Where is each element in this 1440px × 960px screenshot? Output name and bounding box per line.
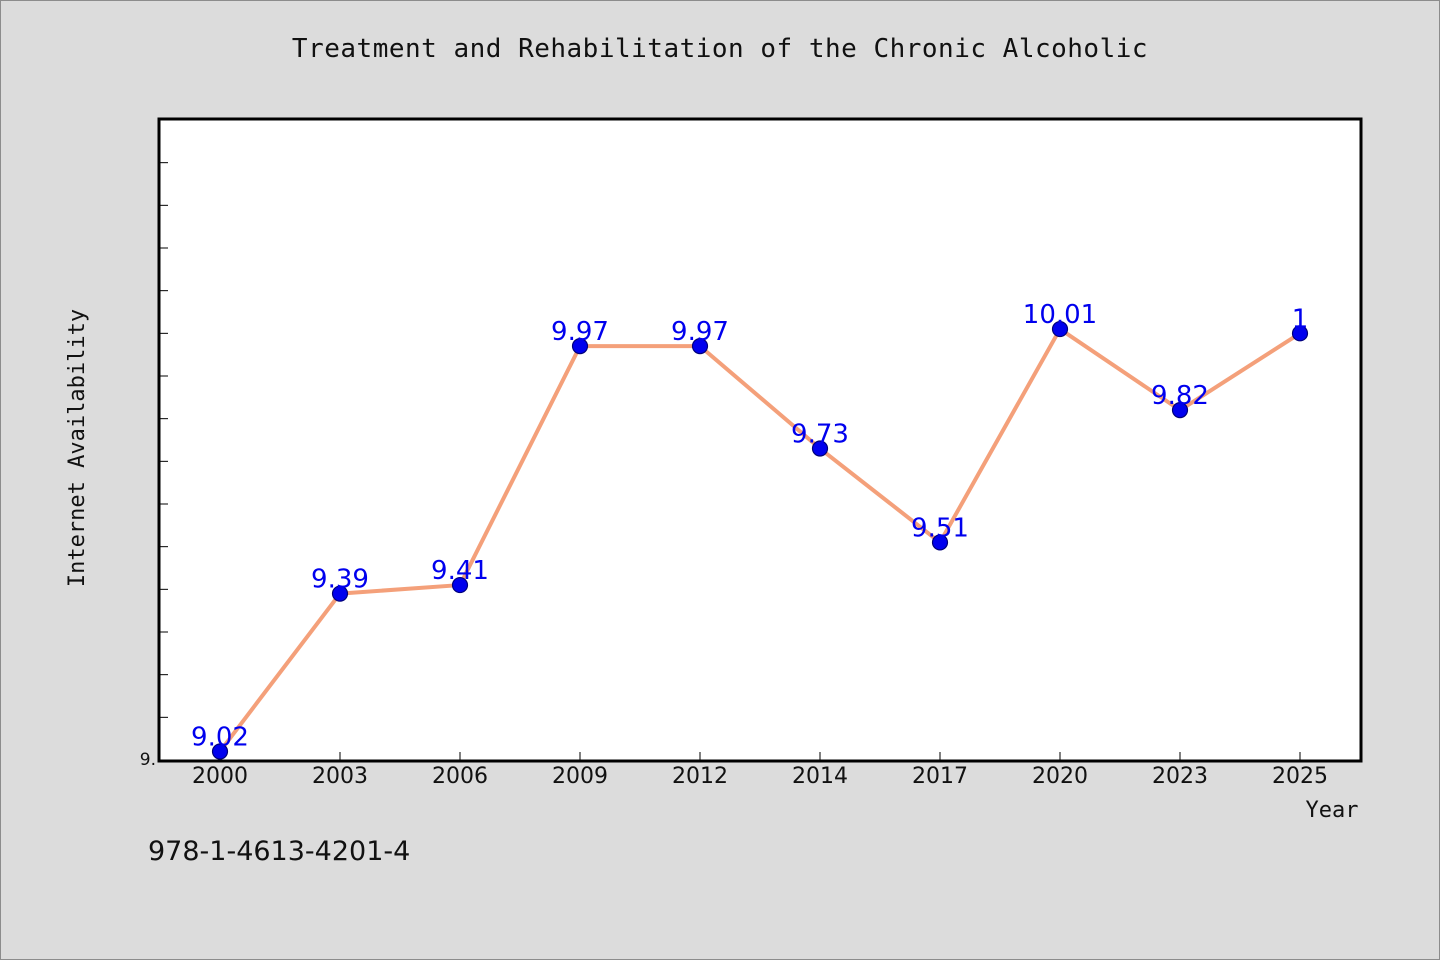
- x-tick-label: 2014: [792, 764, 848, 789]
- data-point: [1291, 325, 1309, 342]
- data-label: 1: [1292, 304, 1309, 334]
- x-tick-label: 2017: [912, 764, 968, 789]
- x-tick-label: 2006: [432, 764, 488, 789]
- x-axis-ticks: 2000 2003 2006 2009 2012 2014 2017 2020 2023 2025: [192, 752, 1328, 789]
- x-tick-label: 2000: [192, 764, 248, 789]
- data-point: [1171, 402, 1189, 419]
- data-point: [211, 743, 229, 760]
- x-tick-label: 2003: [312, 764, 368, 789]
- x-tick-label: 2025: [1272, 764, 1328, 789]
- series-group: 9.02 9.39 9.41 9.97 9.97 9.73 9.51 10.01 9.82 1: [191, 300, 1309, 760]
- data-label: 9.41: [431, 556, 489, 586]
- data-point: [691, 338, 709, 355]
- data-point: [931, 534, 949, 551]
- chart-title: Treatment and Rehabilitation of the Chro…: [291, 34, 1149, 64]
- x-tick-label: 2023: [1152, 764, 1208, 789]
- x-tick-label: 2020: [1032, 764, 1088, 789]
- y-axis-title: Internet Availability: [65, 309, 90, 587]
- data-label: 9.97: [551, 317, 609, 347]
- data-label: 9.82: [1151, 381, 1209, 411]
- data-point: [1051, 320, 1069, 338]
- data-point: [451, 576, 469, 594]
- data-label: 9.97: [671, 317, 729, 347]
- data-label: 10.01: [1023, 300, 1097, 330]
- data-label: 9.02: [191, 722, 249, 752]
- y-axis-ticks: 9.: [140, 162, 168, 770]
- data-label: 9.73: [791, 420, 849, 450]
- x-tick-label: 2012: [672, 764, 728, 789]
- data-label: 9.51: [911, 513, 969, 543]
- isbn-label: 978-1-4613-4201-4: [148, 836, 411, 867]
- data-point: [811, 440, 829, 457]
- data-label: 9.39: [311, 565, 369, 595]
- data-point: [331, 585, 349, 602]
- x-axis-title: Year: [1306, 798, 1359, 823]
- x-tick-label: 2009: [552, 764, 608, 789]
- data-point: [571, 338, 589, 355]
- y-tick-label: 9.: [140, 750, 156, 770]
- plot-area: [157, 117, 1363, 763]
- series-line: [218, 327, 1302, 753]
